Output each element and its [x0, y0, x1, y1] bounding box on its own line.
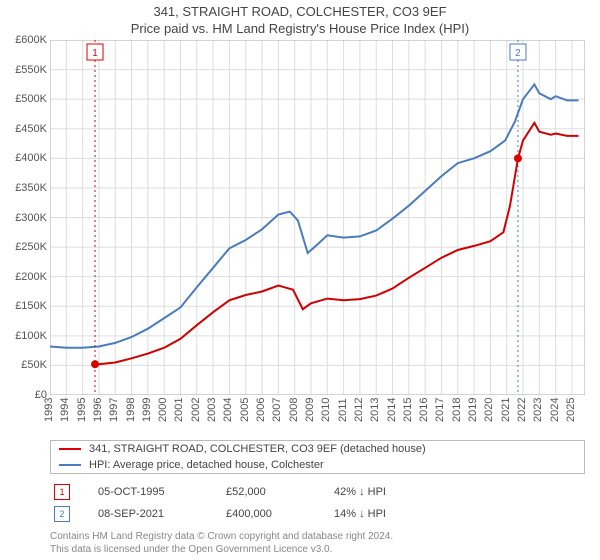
x-axis-label: 1998 [125, 398, 139, 428]
y-axis-label: £350K [0, 182, 47, 194]
transaction-marker: 2 [54, 506, 70, 522]
x-axis-label: 2018 [451, 398, 465, 428]
footer-note: Contains HM Land Registry data © Crown c… [50, 530, 585, 556]
legend-swatch-property [59, 448, 81, 450]
x-axis-label: 2025 [565, 398, 579, 428]
page-title: 341, STRAIGHT ROAD, COLCHESTER, CO3 9EF [0, 0, 600, 19]
x-axis-label: 2019 [467, 398, 481, 428]
y-axis-label: £450K [0, 123, 47, 135]
x-axis-label: 2004 [222, 398, 236, 428]
x-axis-label: 2013 [369, 398, 383, 428]
x-axis-label: 2005 [239, 398, 253, 428]
x-axis-label: 1993 [43, 398, 57, 428]
transaction-price: £400,000 [226, 508, 326, 520]
x-axis-label: 1999 [141, 398, 155, 428]
footer-line: This data is licensed under the Open Gov… [50, 543, 585, 556]
y-axis-label: £100K [0, 330, 47, 342]
x-axis-label: 1995 [76, 398, 90, 428]
transaction-date: 08-SEP-2021 [98, 508, 218, 520]
x-axis-label: 2023 [532, 398, 546, 428]
x-axis-label: 2000 [157, 398, 171, 428]
y-axis-label: £300K [0, 212, 47, 224]
svg-text:2: 2 [515, 48, 521, 59]
x-axis-label: 1996 [92, 398, 106, 428]
svg-text:1: 1 [92, 48, 98, 59]
chart-area: 12 £0£50K£100K£150K£200K£250K£300K£350K£… [0, 40, 600, 435]
legend-swatch-hpi [59, 464, 81, 466]
x-axis-label: 2001 [173, 398, 187, 428]
x-axis-label: 2012 [353, 398, 367, 428]
x-axis-label: 2011 [337, 398, 351, 428]
y-axis-label: £550K [0, 64, 47, 76]
x-axis-label: 2014 [386, 398, 400, 428]
legend-label: 341, STRAIGHT ROAD, COLCHESTER, CO3 9EF … [89, 443, 426, 455]
transaction-marker: 1 [54, 484, 70, 500]
x-axis-label: 2003 [206, 398, 220, 428]
x-axis-label: 2021 [500, 398, 514, 428]
y-axis-label: £500K [0, 93, 47, 105]
y-axis-label: £50K [0, 359, 47, 371]
y-axis-label: £0 [0, 389, 47, 401]
y-axis-label: £150K [0, 300, 47, 312]
y-axis-label: £250K [0, 241, 47, 253]
x-axis-label: 2009 [304, 398, 318, 428]
y-axis-label: £400K [0, 152, 47, 164]
legend-row: HPI: Average price, detached house, Colc… [51, 457, 584, 473]
x-axis-label: 2015 [402, 398, 416, 428]
x-axis-label: 2020 [483, 398, 497, 428]
y-axis-label: £600K [0, 34, 47, 46]
transaction-delta: 42% ↓ HPI [334, 486, 444, 498]
x-axis-label: 2002 [190, 398, 204, 428]
x-axis-label: 2007 [271, 398, 285, 428]
page-subtitle: Price paid vs. HM Land Registry's House … [0, 19, 600, 36]
transaction-row: 1 05-OCT-1995 £52,000 42% ↓ HPI [50, 484, 585, 500]
x-axis-label: 1994 [59, 398, 73, 428]
chart-svg: 12 [50, 40, 585, 395]
x-axis-label: 2010 [320, 398, 334, 428]
transaction-delta: 14% ↓ HPI [334, 508, 444, 520]
x-axis-label: 2017 [434, 398, 448, 428]
transaction-row: 2 08-SEP-2021 £400,000 14% ↓ HPI [50, 506, 585, 522]
x-axis-label: 2022 [516, 398, 530, 428]
transaction-price: £52,000 [226, 486, 326, 498]
x-axis-label: 2024 [549, 398, 563, 428]
x-axis-label: 2006 [255, 398, 269, 428]
y-axis-label: £200K [0, 271, 47, 283]
legend-row: 341, STRAIGHT ROAD, COLCHESTER, CO3 9EF … [51, 441, 584, 457]
legend: 341, STRAIGHT ROAD, COLCHESTER, CO3 9EF … [50, 440, 585, 474]
x-axis-label: 2016 [418, 398, 432, 428]
x-axis-label: 2008 [288, 398, 302, 428]
legend-label: HPI: Average price, detached house, Colc… [89, 459, 324, 471]
footer-line: Contains HM Land Registry data © Crown c… [50, 530, 585, 543]
transaction-date: 05-OCT-1995 [98, 486, 218, 498]
x-axis-label: 1997 [108, 398, 122, 428]
